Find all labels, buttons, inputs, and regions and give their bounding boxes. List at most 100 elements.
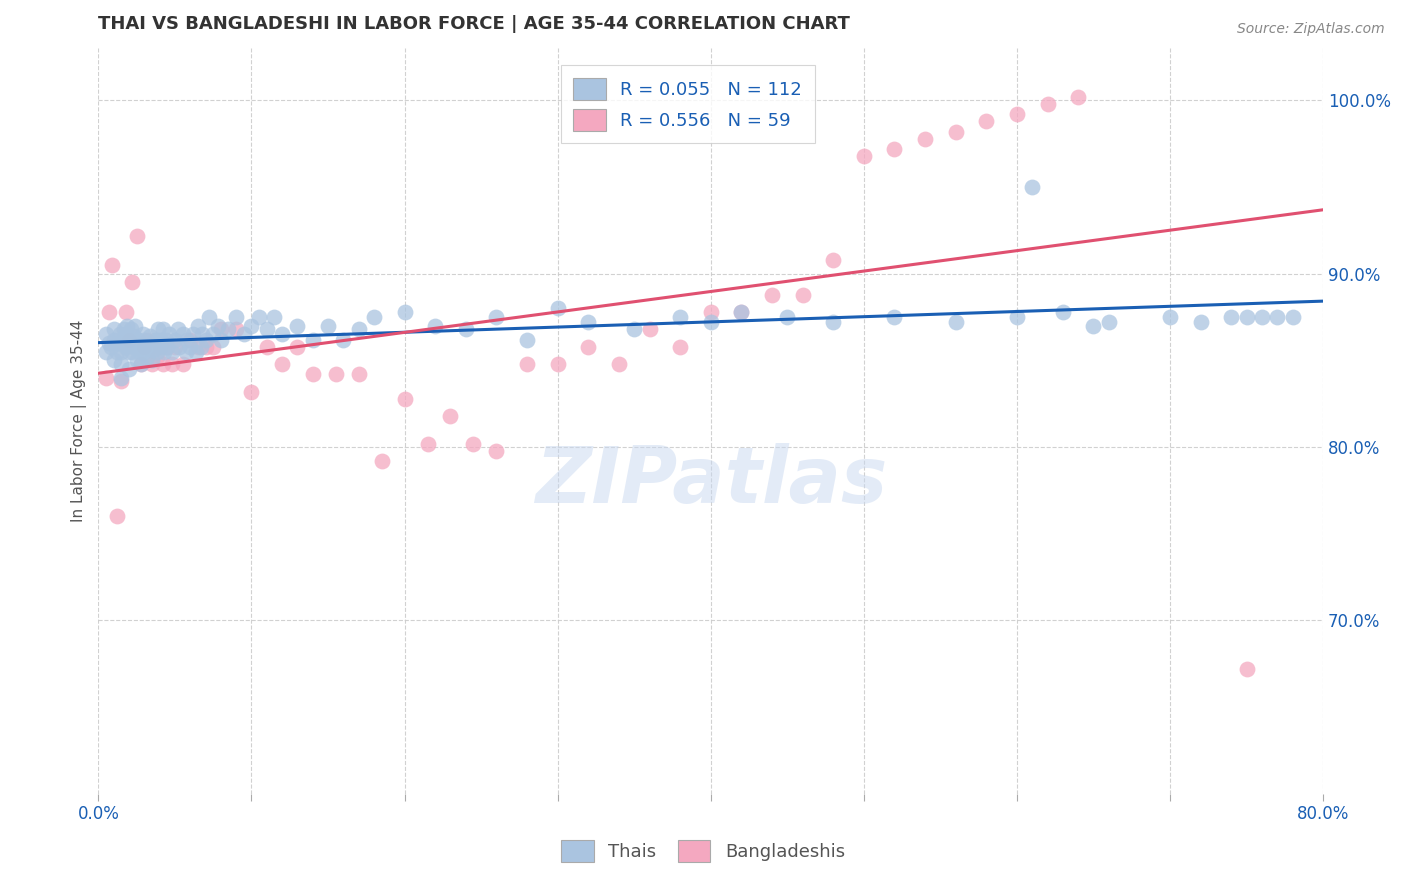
Point [287, 318, 309, 333]
Point [347, 368, 370, 382]
Point [105, 344, 128, 359]
Point [218, 322, 240, 336]
Point [112, 322, 135, 336]
Point [1251, 310, 1274, 324]
Point [256, 322, 278, 336]
Point [110, 357, 132, 371]
Point [730, 305, 752, 319]
Point [108, 327, 131, 342]
Point [134, 344, 156, 359]
Point [98, 305, 121, 319]
Point [485, 310, 508, 324]
Point [852, 149, 875, 163]
Point [485, 443, 508, 458]
Point [160, 344, 183, 359]
Point [347, 322, 370, 336]
Point [883, 142, 905, 156]
Point [669, 310, 692, 324]
Legend: Thais, Bangladeshis: Thais, Bangladeshis [554, 833, 852, 870]
Point [142, 343, 165, 357]
Point [111, 333, 134, 347]
Point [141, 357, 163, 371]
Point [129, 357, 152, 371]
Point [776, 310, 799, 324]
Point [105, 509, 128, 524]
Text: THAI VS BANGLADESHI IN LABOR FORCE | AGE 35-44 CORRELATION CHART: THAI VS BANGLADESHI IN LABOR FORCE | AGE… [98, 15, 851, 33]
Point [194, 333, 217, 347]
Point [135, 339, 157, 353]
Point [122, 339, 145, 353]
Point [225, 310, 247, 324]
Text: Source: ZipAtlas.com: Source: ZipAtlas.com [1237, 22, 1385, 37]
Point [152, 357, 174, 371]
Point [263, 310, 285, 324]
Point [607, 357, 630, 371]
Point [118, 362, 141, 376]
Point [156, 339, 179, 353]
Point [125, 339, 148, 353]
Point [394, 392, 416, 406]
Point [110, 370, 132, 384]
Point [146, 322, 169, 336]
Point [115, 339, 138, 353]
Point [547, 301, 569, 316]
Point [121, 333, 143, 347]
Point [883, 310, 905, 324]
Point [301, 368, 323, 382]
Point [823, 252, 845, 267]
Point [187, 318, 209, 333]
Point [191, 327, 214, 342]
Point [945, 315, 967, 329]
Point [232, 327, 254, 342]
Point [174, 344, 197, 359]
Point [202, 327, 225, 342]
Point [516, 333, 538, 347]
Point [576, 315, 599, 329]
Point [1281, 310, 1303, 324]
Point [98, 336, 121, 351]
Point [125, 353, 148, 368]
Point [623, 322, 645, 336]
Point [110, 344, 132, 359]
Point [172, 327, 194, 342]
Point [143, 333, 166, 347]
Point [1052, 305, 1074, 319]
Point [394, 305, 416, 319]
Point [700, 305, 723, 319]
Point [163, 333, 186, 347]
Point [256, 339, 278, 353]
Point [187, 339, 209, 353]
Point [149, 339, 172, 353]
Point [1220, 310, 1243, 324]
Point [107, 336, 129, 351]
Point [439, 409, 461, 423]
Point [179, 339, 201, 353]
Point [94, 370, 117, 384]
Point [271, 327, 294, 342]
Point [194, 339, 217, 353]
Point [301, 333, 323, 347]
Point [976, 114, 998, 128]
Point [823, 315, 845, 329]
Point [103, 322, 125, 336]
Point [287, 339, 309, 353]
Point [136, 333, 159, 347]
Point [945, 125, 967, 139]
Point [149, 339, 172, 353]
Point [117, 318, 139, 333]
Point [152, 322, 174, 336]
Point [115, 327, 138, 342]
Point [153, 344, 176, 359]
Point [209, 322, 232, 336]
Point [1236, 310, 1258, 324]
Point [425, 318, 447, 333]
Y-axis label: In Labor Force | Age 35-44: In Labor Force | Age 35-44 [72, 320, 87, 522]
Point [122, 329, 145, 343]
Point [132, 327, 155, 342]
Point [325, 368, 347, 382]
Point [190, 339, 212, 353]
Point [240, 318, 263, 333]
Point [1021, 180, 1043, 194]
Point [127, 333, 149, 347]
Point [124, 318, 146, 333]
